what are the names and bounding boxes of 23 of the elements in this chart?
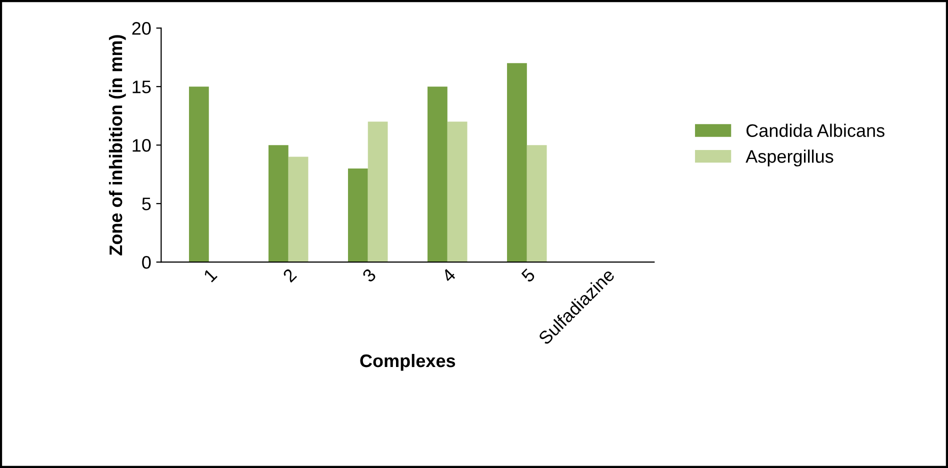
y-tick-label: 5 [142, 198, 151, 210]
x-tick-label: 1 [203, 268, 218, 282]
bar [507, 63, 527, 262]
legend-label: Aspergillus [746, 150, 834, 166]
y-axis-title: Zone of inhibition (in mm) [108, 35, 126, 256]
y-tick-label: 10 [132, 139, 151, 152]
bar [368, 122, 388, 262]
bar [348, 168, 368, 262]
bar [447, 122, 468, 262]
y-tick-label: 20 [132, 22, 151, 35]
bar [526, 145, 547, 262]
y-tick-label: 15 [132, 80, 151, 94]
x-axis-title: Complexes [360, 354, 456, 371]
y-tick-label: 0 [142, 256, 151, 269]
x-tick-label: 4 [441, 268, 456, 283]
bar [188, 86, 209, 262]
x-tick-label: 2 [282, 268, 297, 283]
x-tick-label: 5 [520, 268, 536, 283]
legend-label: Candida Albicans [746, 124, 884, 137]
bar [428, 86, 448, 262]
bar [288, 156, 308, 262]
bar [268, 145, 288, 262]
x-tick-label: 3 [362, 268, 377, 283]
